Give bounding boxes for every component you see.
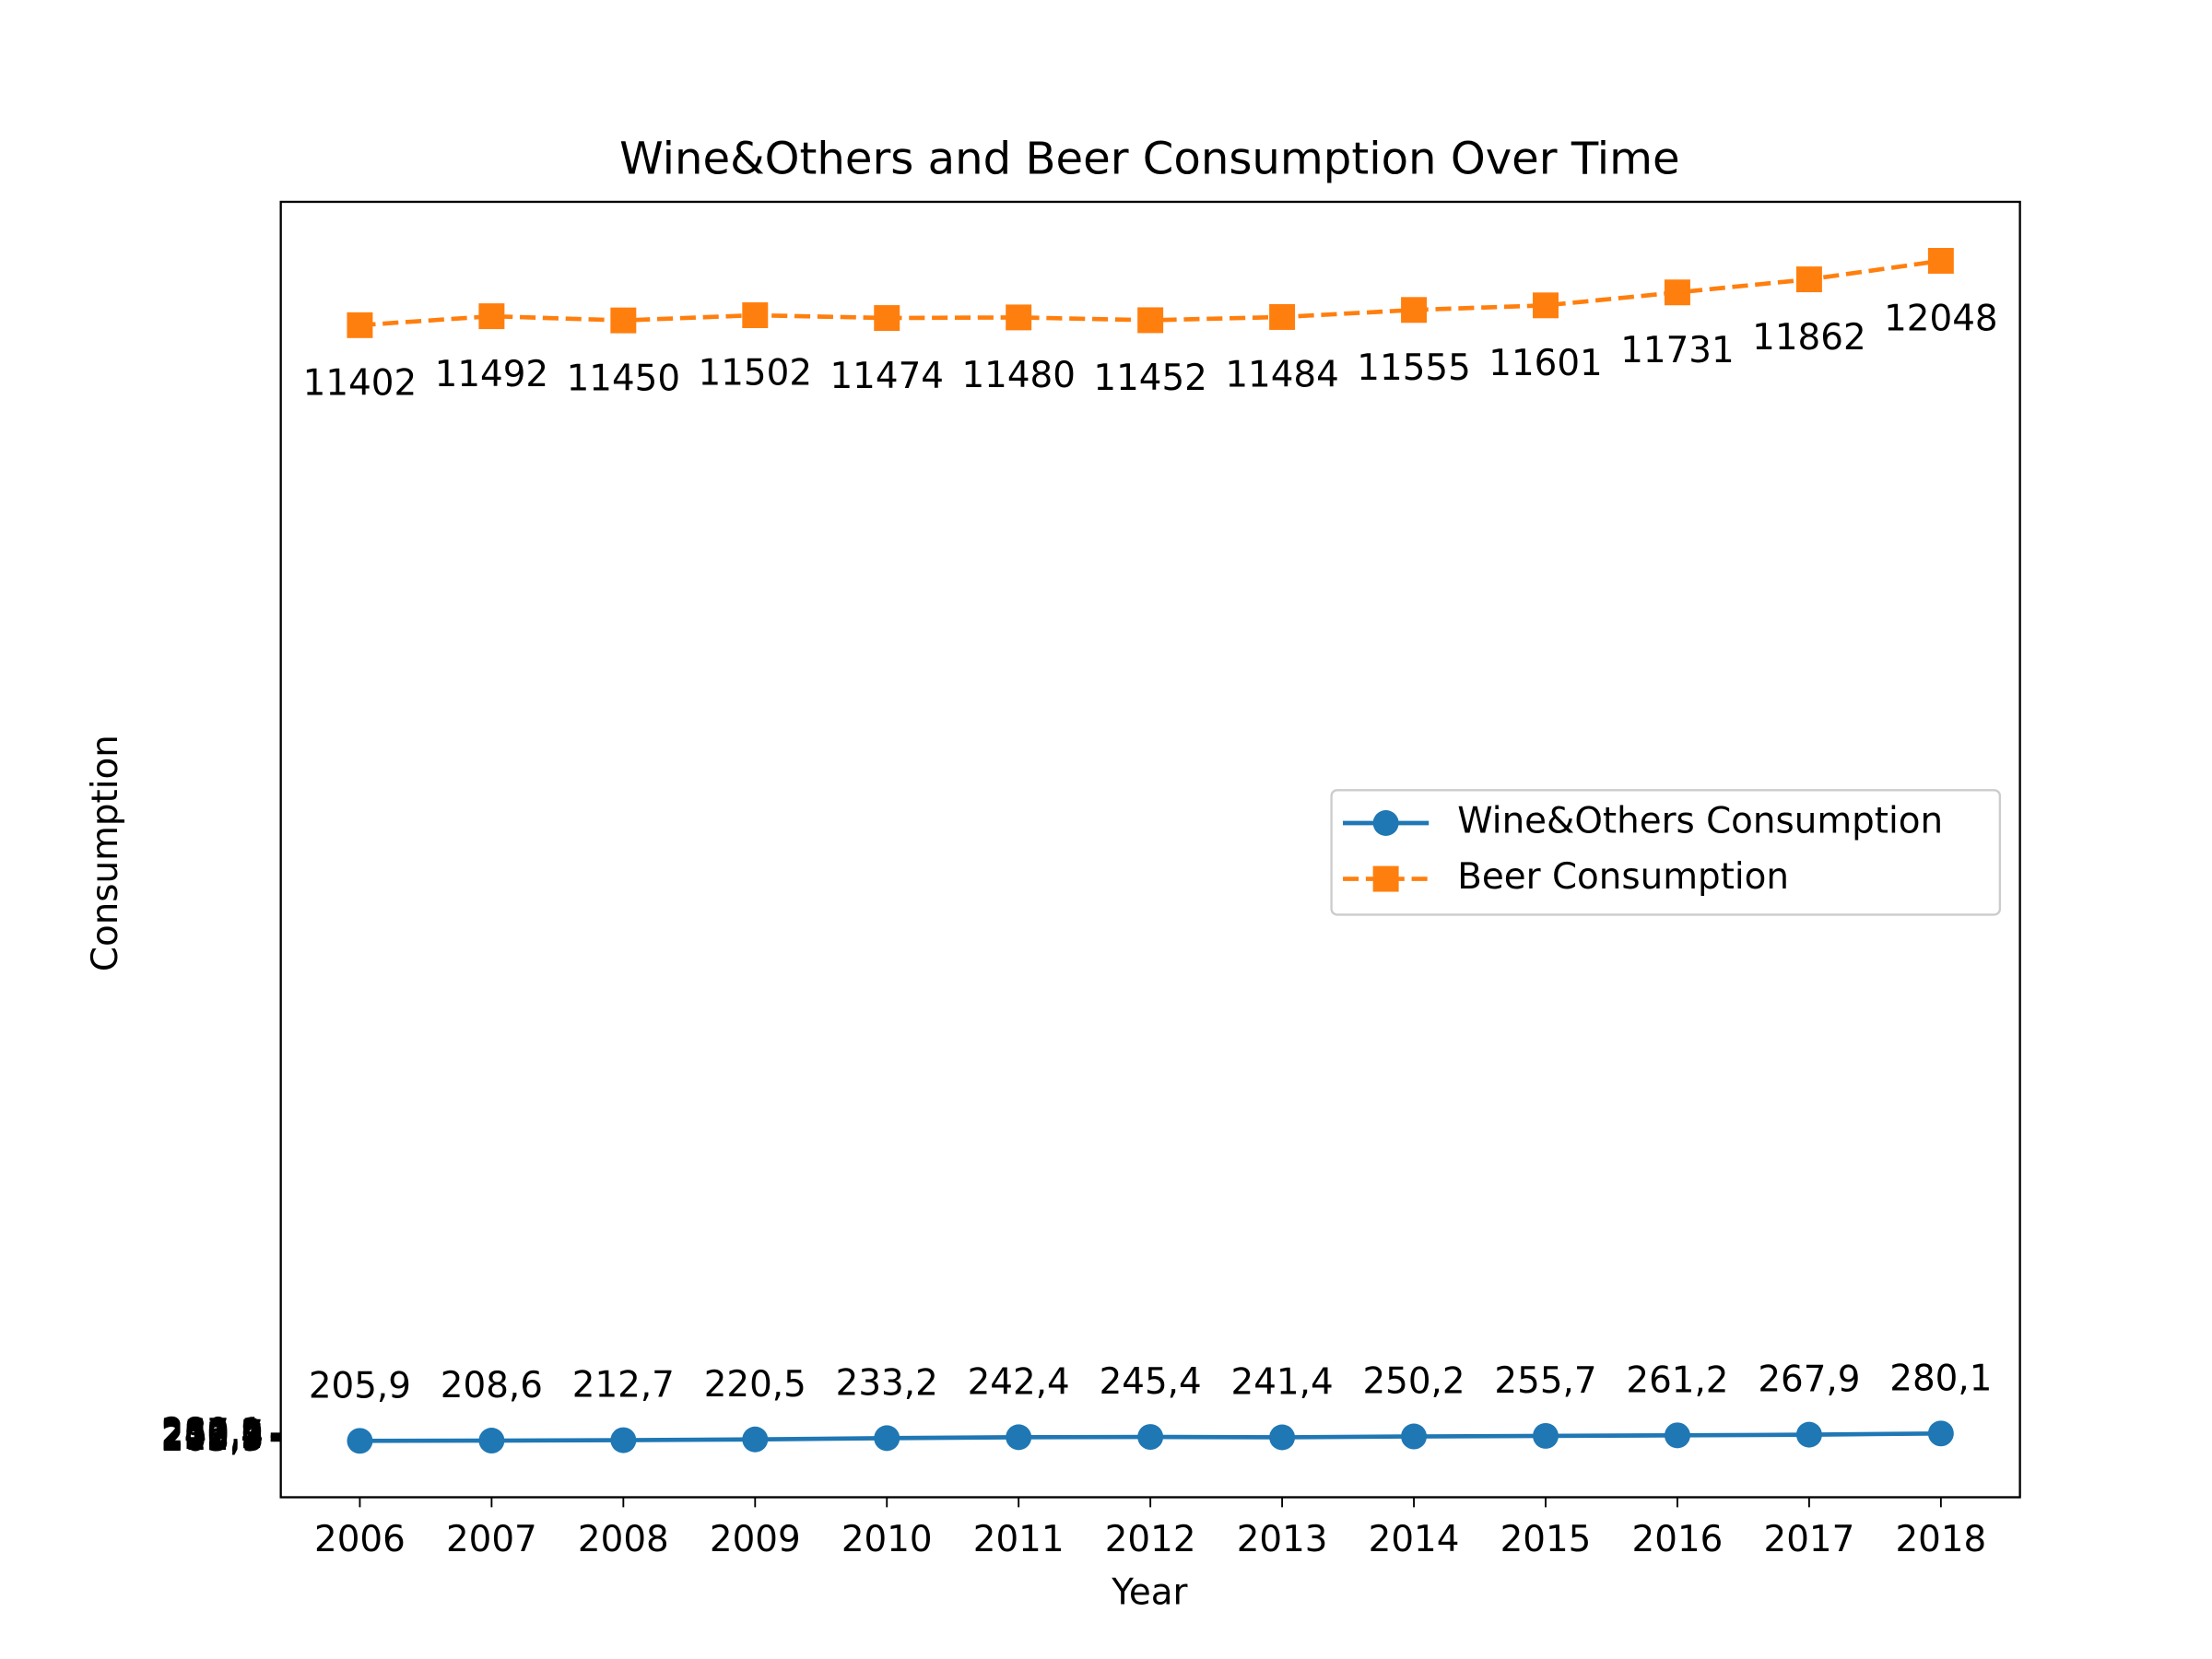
x-tick-label: 2014: [1369, 1519, 1460, 1560]
data-point: [1927, 1420, 1954, 1447]
legend-marker: [1372, 810, 1399, 836]
data-label: 11484: [1225, 355, 1338, 396]
y-tick-label: 261,2: [161, 1413, 264, 1454]
data-point: [1927, 248, 1954, 274]
legend: Wine&Others Consumption Beer Consumption: [1330, 789, 2002, 916]
data-label: 11474: [830, 356, 944, 397]
data-point: [1269, 1424, 1296, 1451]
data-point: [1533, 1422, 1559, 1449]
data-label: 11555: [1357, 347, 1470, 389]
data-label: 245,4: [1100, 1361, 1202, 1403]
x-tick-label: 2013: [1237, 1519, 1328, 1560]
x-tick-label: 2012: [1105, 1519, 1196, 1560]
data-point: [478, 303, 505, 330]
data-label: 11452: [1093, 358, 1206, 399]
legend-box: [1330, 789, 2002, 916]
data-point: [610, 307, 637, 334]
data-point: [1006, 1424, 1032, 1451]
x-tick-label: 2010: [841, 1519, 933, 1560]
y-tick-label: 220,5: [161, 1417, 264, 1458]
data-label: 11492: [435, 354, 548, 395]
data-point: [1401, 297, 1428, 324]
y-tick-label: 233,2: [161, 1416, 264, 1457]
data-point: [742, 302, 769, 328]
y-tick-label: 245,4: [161, 1415, 264, 1456]
data-point: [1664, 279, 1690, 306]
y-axis-label: Consumption: [85, 735, 126, 971]
data-point: [1401, 1423, 1428, 1450]
data-label: 205,9: [309, 1365, 411, 1406]
x-tick-label: 2007: [446, 1519, 537, 1560]
y-tick-label: 255,7: [161, 1413, 264, 1454]
y-tick-label: 205,9: [161, 1418, 264, 1460]
data-label: 208,6: [441, 1365, 543, 1406]
data-label: 220,5: [704, 1364, 806, 1406]
y-tick-label: 250,2: [161, 1414, 264, 1455]
data-label: 11601: [1488, 343, 1602, 384]
data-label: 11502: [699, 353, 812, 394]
data-point: [1664, 1422, 1690, 1449]
x-tick-label: 2006: [314, 1519, 406, 1560]
plot-frame: [279, 200, 2021, 1499]
y-tick-label: 280,1: [161, 1411, 264, 1453]
data-label: 11480: [961, 355, 1075, 396]
data-label: 242,4: [968, 1361, 1070, 1403]
data-point: [1006, 304, 1032, 331]
data-point: [874, 1425, 900, 1452]
chart-title: Wine&Others and Beer Consumption Over Ti…: [619, 133, 1680, 184]
data-point: [1269, 303, 1296, 330]
data-point: [478, 1428, 505, 1454]
y-tick-label: 241,4: [161, 1415, 264, 1456]
legend-label: Wine&Others Consumption: [1457, 801, 1943, 842]
y-tick-label: 208,6: [161, 1418, 264, 1460]
data-label: 12048: [1884, 299, 1997, 340]
data-label: 233,2: [836, 1362, 938, 1404]
data-point: [347, 312, 373, 338]
data-label: 241,4: [1231, 1362, 1334, 1404]
data-label: 255,7: [1494, 1360, 1596, 1402]
data-label: 267,9: [1758, 1359, 1860, 1401]
x-tick-label: 2011: [973, 1519, 1065, 1560]
x-tick-label: 2009: [710, 1519, 801, 1560]
data-point: [1795, 1421, 1822, 1448]
legend-label: Beer Consumption: [1457, 856, 1789, 898]
x-tick-label: 2008: [578, 1519, 669, 1560]
legend-marker: [1372, 865, 1399, 892]
x-tick-label: 2016: [1632, 1519, 1724, 1560]
y-tick-label: 267,9: [161, 1412, 264, 1453]
y-tick-label: 212,7: [161, 1418, 264, 1459]
data-point: [1795, 266, 1822, 293]
x-tick-label: 2015: [1500, 1519, 1592, 1560]
data-point: [1533, 292, 1559, 319]
data-point: [610, 1427, 637, 1453]
data-label: 261,2: [1626, 1359, 1728, 1401]
data-label: 11731: [1620, 330, 1734, 371]
data-label: 250,2: [1362, 1361, 1465, 1403]
x-tick-label: 2018: [1895, 1519, 1986, 1560]
x-axis-label: Year: [1111, 1572, 1187, 1614]
data-label: 11450: [567, 358, 680, 399]
data-point: [874, 305, 900, 332]
y-tick-label: 242,4: [161, 1415, 264, 1456]
data-point: [1137, 307, 1164, 334]
data-label: 212,7: [572, 1365, 675, 1406]
data-label: 11862: [1752, 317, 1865, 359]
data-point: [742, 1426, 769, 1453]
data-label: 11402: [303, 363, 417, 405]
data-point: [347, 1428, 373, 1454]
data-label: 280,1: [1889, 1358, 1992, 1399]
data-point: [1137, 1424, 1164, 1451]
x-tick-label: 2017: [1764, 1519, 1855, 1560]
